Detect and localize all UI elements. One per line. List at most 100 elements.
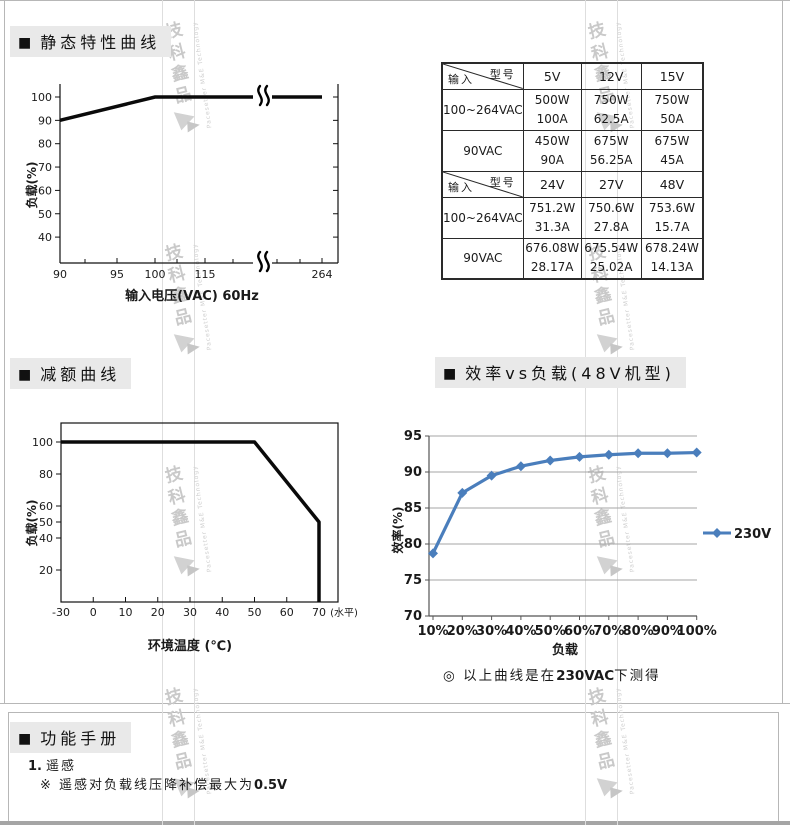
watermark-char: 品 bbox=[594, 306, 617, 330]
watts-value: 675.54W bbox=[584, 241, 639, 256]
section-title-efficiency: 效率vs负载(48V机型) bbox=[465, 364, 675, 383]
x-tick-label: 20 bbox=[151, 606, 165, 619]
x-axis-title: 输入电压(VAC) 60Hz bbox=[125, 288, 259, 304]
watts-value: 750W bbox=[593, 92, 629, 107]
watermark-block: 技科鑫品 Pacesetter M&E Technology bbox=[152, 686, 213, 801]
y-tick-label: 20 bbox=[39, 564, 53, 577]
watermark-logo-icon bbox=[173, 777, 200, 799]
lower-box-top bbox=[8, 712, 779, 713]
amps-value: 31.3A bbox=[534, 219, 570, 234]
watermark-logo-icon bbox=[596, 555, 623, 577]
y-axis-title: 负载(%) bbox=[24, 162, 39, 209]
section-header-manual: ■ 功能手册 bbox=[10, 722, 132, 753]
input-range-cell: 90VAC bbox=[441, 129, 524, 172]
amps-value: 14.13A bbox=[650, 260, 694, 275]
section-marker-icon: ■ bbox=[443, 366, 457, 382]
section-marker-icon: ■ bbox=[18, 367, 32, 383]
data-point-marker bbox=[662, 448, 673, 459]
derating-curve-chart: 100 80 60 50 40 20 -30 0 10 20 30 40 50 60 70 (水平) 环境温度 … bbox=[24, 422, 358, 654]
x-tick-label: 0 bbox=[90, 606, 97, 619]
watermark-char: 鑫 bbox=[168, 728, 191, 753]
y-tick-label: 85 bbox=[404, 501, 422, 516]
data-point-marker bbox=[603, 449, 614, 460]
watermark-strip-line bbox=[585, 0, 586, 825]
amps-value: 28.17A bbox=[530, 260, 574, 275]
amps-value: 15.7A bbox=[654, 219, 690, 234]
axes bbox=[59, 84, 339, 264]
input-range-cell: 100~264VAC bbox=[441, 196, 524, 239]
section-divider bbox=[0, 703, 790, 704]
axis-break-icon bbox=[264, 84, 270, 107]
section-title-derating: 减额曲线 bbox=[40, 365, 121, 384]
y-tick-label: 60 bbox=[39, 500, 53, 513]
x-tick-label: 60 bbox=[280, 606, 294, 619]
watermark-char: 技 bbox=[585, 19, 608, 44]
rating-cell: 751.2W 31.3A bbox=[522, 196, 582, 239]
rating-cell: 753.6W 15.7A bbox=[640, 196, 704, 239]
model-header-cell: 15V bbox=[640, 62, 704, 90]
efficiency-chart: 70 75 80 85 90 95 10%20%30%40%50%60%70%80%90%1… bbox=[390, 429, 771, 658]
x-tick-label: 60% bbox=[564, 624, 595, 639]
corner-label-model: 型号 bbox=[489, 68, 516, 81]
x-tick-label: 50% bbox=[535, 624, 566, 639]
input-range-cell: 100~264VAC bbox=[441, 88, 524, 131]
y-tick-label: 95 bbox=[404, 429, 422, 444]
x-tick-label: 70 bbox=[312, 606, 326, 619]
y-tick-label: 60 bbox=[38, 184, 52, 197]
bottom-bar bbox=[0, 821, 790, 825]
watermark-char: 鑫 bbox=[591, 284, 614, 309]
amps-value: 62.5A bbox=[593, 111, 629, 126]
axis-break-icon bbox=[257, 250, 263, 273]
data-point-marker bbox=[633, 448, 644, 459]
model-header-cell: 27V bbox=[580, 170, 642, 198]
rating-cell: 750W 62.5A bbox=[580, 88, 642, 131]
x-tick-label: 10 bbox=[119, 606, 133, 619]
data-point-marker bbox=[691, 447, 702, 458]
data-point-marker bbox=[486, 470, 497, 481]
manual-note-value: 0.5V bbox=[254, 778, 288, 793]
watermark-char: 科 bbox=[588, 707, 611, 731]
table-corner-cell: 型号 输入 bbox=[441, 62, 524, 90]
footnote-text: ◎ 以上曲线是在 bbox=[443, 668, 557, 684]
model-header-cell: 24V bbox=[522, 170, 582, 198]
x-tick-label: 40 bbox=[215, 606, 229, 619]
page-border-right bbox=[782, 0, 783, 704]
amps-value: 50A bbox=[660, 111, 684, 126]
watermark-char: 品 bbox=[171, 306, 194, 330]
manual-note-text: ※ 遥感对负载线压降补偿最大为 bbox=[40, 778, 255, 793]
y-tick-label: 80 bbox=[38, 138, 52, 151]
input-range-cell: 90VAC bbox=[441, 237, 524, 280]
rating-cell: 675W 45A bbox=[640, 129, 704, 172]
amps-value: 25.02A bbox=[589, 260, 633, 275]
manual-item-number: 1. bbox=[28, 759, 42, 774]
rating-cell: 750W 50A bbox=[640, 88, 704, 131]
watermark-block: 技科鑫品 Pacesetter M&E Technology bbox=[152, 464, 213, 579]
y-axis-title: 效率(%) bbox=[390, 507, 405, 554]
watermark-block: 技科鑫品 Pacesetter M&E Technology bbox=[152, 242, 213, 357]
amps-value: 56.25A bbox=[589, 152, 633, 167]
watermark-block: 技科鑫品 Pacesetter M&E Technology bbox=[575, 464, 636, 579]
watermark-block: 技科鑫品 Pacesetter M&E Technology bbox=[575, 242, 636, 357]
y-tick-label: 80 bbox=[404, 537, 422, 552]
table-model-row: 型号 输入 24V 27V 48V bbox=[441, 170, 704, 198]
y-tick-label: 75 bbox=[404, 573, 422, 588]
footnote-value: 230VAC bbox=[556, 668, 615, 684]
table-model-row: 型号 输入 5V 12V 15V bbox=[441, 62, 704, 90]
section-marker-icon: ■ bbox=[18, 731, 32, 747]
watermark-char: 技 bbox=[585, 685, 608, 710]
model-header-cell: 5V bbox=[522, 62, 582, 90]
rating-cell: 750.6W 27.8A bbox=[580, 196, 642, 239]
axis-break-icon bbox=[264, 250, 270, 273]
derating-curve-line bbox=[61, 440, 321, 602]
footnote-text: 下测得 bbox=[614, 668, 661, 684]
watts-value: 751.2W bbox=[529, 200, 576, 215]
x-tick-label: -30 bbox=[52, 606, 70, 619]
x-axis-suffix: (水平) bbox=[330, 607, 358, 619]
y-tick-label: 40 bbox=[39, 532, 53, 545]
watermark-char: 品 bbox=[594, 750, 617, 774]
table-row: 100~264VAC 500W 100A 750W 62.5A 750W 50A bbox=[441, 88, 704, 131]
section-header-static: ■ 静态特性曲线 bbox=[10, 26, 172, 57]
amps-value: 45A bbox=[660, 152, 684, 167]
watts-value: 678.24W bbox=[645, 241, 699, 256]
model-header-cell: 12V bbox=[580, 62, 642, 90]
